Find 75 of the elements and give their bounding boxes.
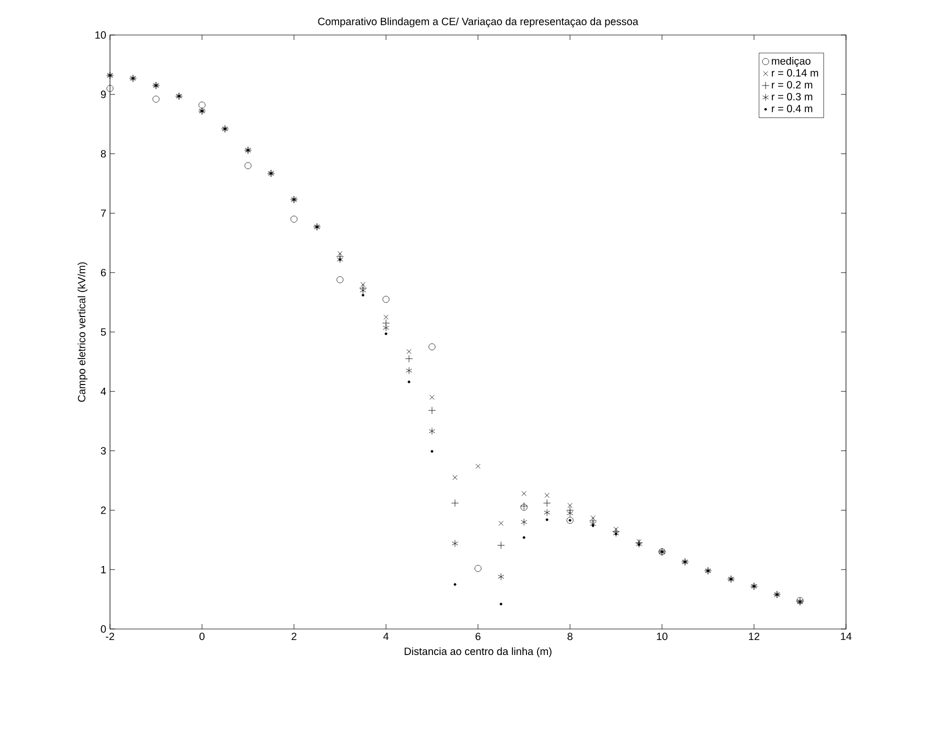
point: [382, 319, 390, 327]
point: [474, 565, 482, 572]
point: [106, 85, 114, 92]
point: [405, 354, 413, 363]
point: [544, 492, 550, 498]
point: [336, 276, 344, 284]
legend-label: r = 0.4 m: [772, 104, 812, 112]
y-axis-title: Campo eletrico vertical (kV/m): [78, 262, 88, 402]
x-tick-label: 10: [656, 632, 668, 640]
point: [612, 528, 620, 536]
point: [612, 530, 620, 537]
point: [198, 102, 206, 108]
y-tick-label: 1: [101, 566, 106, 574]
point: [382, 296, 390, 303]
legend-label: r = 0.3 m: [772, 92, 812, 100]
point: [614, 532, 618, 536]
y-tick-label: 10: [95, 31, 106, 39]
point: [451, 499, 459, 507]
y-tick-label: 3: [100, 447, 106, 455]
point: [430, 394, 434, 400]
point: [592, 524, 594, 527]
y-tick-label: 2: [100, 506, 106, 514]
point: [408, 380, 410, 384]
legend-label: r = 0.14 m: [772, 69, 818, 77]
y-tick-label: 9: [100, 90, 106, 98]
x-tick-label: 2: [292, 632, 296, 640]
point: [290, 216, 298, 223]
x-tick-label: 0: [199, 632, 205, 640]
x-tick-label: 6: [476, 632, 480, 640]
point: [338, 258, 342, 261]
point: [244, 162, 252, 170]
point: [522, 491, 526, 496]
legend-label: mediçao: [772, 56, 810, 67]
point: [476, 464, 480, 469]
point: [428, 343, 436, 350]
point: [522, 536, 526, 539]
point: [498, 520, 504, 526]
legend-label: r = 0.2 m: [772, 81, 812, 89]
y-tick-label: 4: [100, 388, 106, 396]
point: [382, 324, 390, 332]
point: [500, 602, 502, 606]
point: [566, 510, 574, 517]
point: [638, 543, 640, 546]
point: [568, 502, 572, 508]
point: [543, 499, 551, 507]
point: [546, 518, 548, 522]
point: [384, 332, 388, 336]
x-tick-label: -2: [106, 632, 114, 640]
y-tick-label: 6: [100, 268, 106, 276]
point: [452, 540, 458, 548]
point: [636, 539, 642, 544]
point: [454, 583, 456, 586]
x-tick-label: 14: [840, 632, 852, 640]
point: [428, 428, 436, 435]
x-tick-label: 12: [748, 632, 760, 640]
point: [430, 450, 434, 453]
y-tick-label: 5: [100, 328, 106, 336]
point: [406, 366, 412, 374]
point: [520, 518, 528, 526]
point: [498, 573, 504, 580]
point: [362, 294, 364, 296]
x-axis-title: Distancia ao centro da linha (m): [404, 647, 552, 658]
point: [406, 349, 412, 354]
point: [152, 96, 160, 103]
y-tick-label: 8: [100, 150, 106, 158]
point: [428, 406, 436, 414]
x-tick-label: 4: [383, 632, 389, 640]
point: [384, 314, 388, 320]
point: [497, 541, 505, 550]
point: [544, 508, 550, 516]
x-tick-label: 8: [568, 632, 572, 640]
y-tick-label: 0: [100, 625, 106, 633]
chart-title: Comparativo Blindagem a CE/ Variaçao da representaçao da pessoa: [318, 17, 638, 28]
y-tick-label: 7: [100, 210, 106, 217]
point: [452, 475, 458, 480]
